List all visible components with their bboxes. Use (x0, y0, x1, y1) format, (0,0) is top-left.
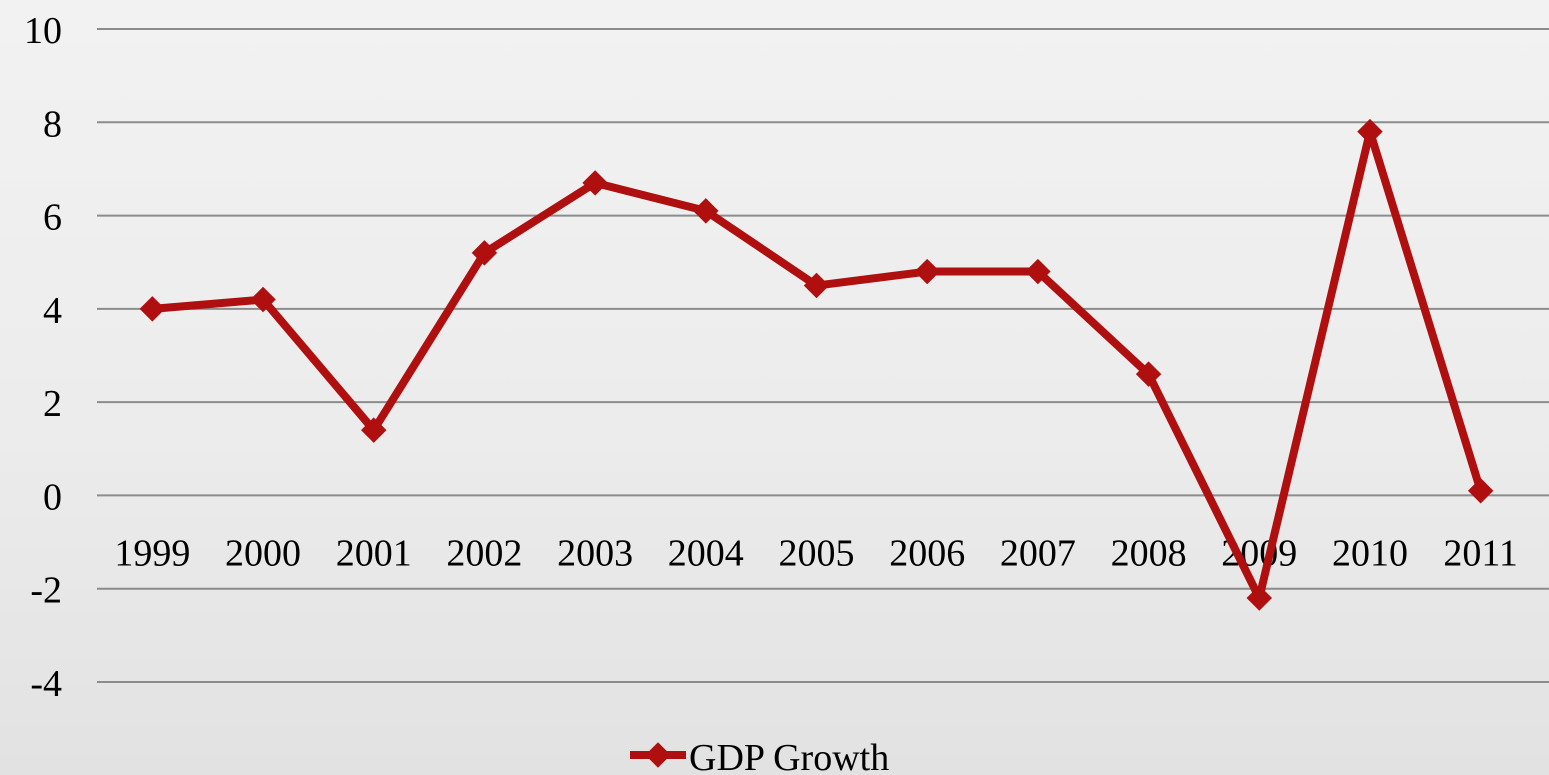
x-axis-category-labels: 1999 2000 2001 2002 2003 2004 2005 2006 2007 2008… (114, 532, 1518, 574)
x-category-label: 1999 (114, 532, 190, 574)
gridlines (97, 28, 1549, 683)
x-category-label: 2002 (446, 532, 522, 574)
x-category-label: 2008 (1111, 532, 1187, 574)
series-line (148, 127, 1485, 603)
data-point-marker (1467, 478, 1494, 504)
data-point-marker (803, 272, 830, 299)
y-tick-label: 8 (43, 103, 62, 145)
x-category-label: 2011 (1443, 532, 1518, 574)
x-category-label: 2006 (889, 532, 965, 574)
data-point-marker (471, 240, 498, 266)
y-tick-label: 0 (43, 476, 62, 518)
y-tick-label: 10 (24, 10, 62, 52)
y-tick-label: 6 (43, 197, 62, 239)
legend-diamond-marker (645, 742, 671, 768)
y-tick-label: 2 (43, 383, 62, 425)
x-category-label: 2004 (668, 532, 744, 574)
x-category-label: 2005 (779, 532, 855, 574)
y-tick-label: -4 (30, 663, 62, 705)
y-tick-label: -2 (30, 570, 62, 612)
x-category-label: 2007 (1000, 532, 1076, 574)
x-category-label: 2010 (1332, 532, 1408, 574)
y-axis-tick-labels: 10 8 6 4 2 0 -2 -4 (24, 10, 62, 705)
x-category-label: 2000 (225, 532, 301, 574)
data-point-marker (914, 258, 940, 285)
y-tick-label: 4 (43, 290, 62, 332)
x-category-label: 2003 (557, 532, 633, 574)
legend: GDP Growth (630, 737, 889, 775)
legend-label: GDP Growth (689, 737, 889, 775)
data-point-marker (361, 417, 387, 443)
data-point-marker (139, 296, 166, 322)
series-gdp-growth (139, 118, 1494, 611)
x-category-label: 2001 (336, 532, 412, 574)
data-point-marker (693, 198, 719, 224)
data-point-marker (582, 170, 608, 196)
